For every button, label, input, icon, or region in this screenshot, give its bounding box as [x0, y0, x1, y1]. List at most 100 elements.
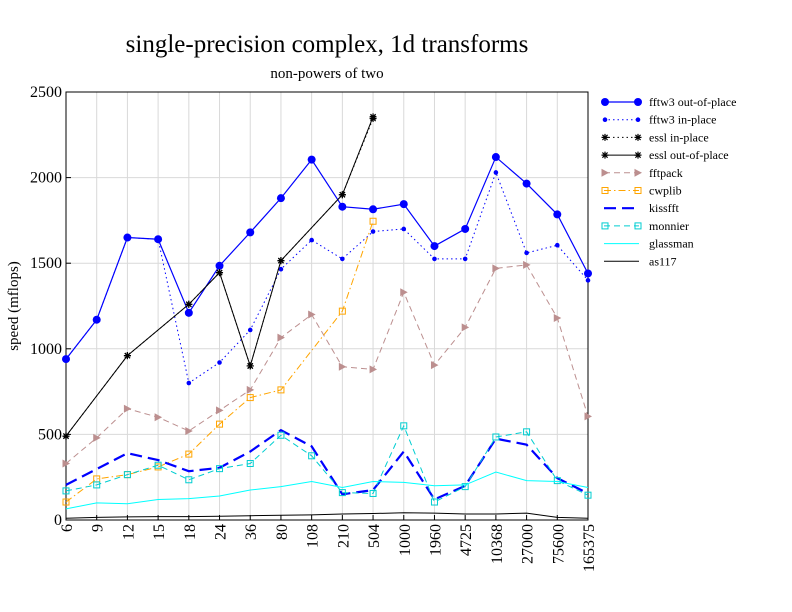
data-point-monnier [123, 471, 131, 479]
data-point-monnier [430, 498, 438, 506]
y-tick-label: 1500 [30, 255, 62, 272]
grid [66, 92, 588, 520]
data-point-fftw3-in-place [247, 327, 253, 333]
series-group [62, 113, 592, 519]
data-point-fftw3-in-place [63, 356, 69, 362]
data-point-monnier [584, 491, 592, 499]
data-point-fftw3-out-of-place [522, 179, 531, 188]
data-point-fftw3-out-of-place [184, 308, 193, 317]
data-point-essl-out-of-place [185, 300, 193, 308]
x-tick-label: 15 [151, 524, 168, 540]
data-point-fftpack [430, 361, 439, 370]
x-tick-label: 1000 [397, 524, 414, 556]
data-point-cwplib [369, 217, 377, 225]
data-point-essl-out-of-place [246, 362, 254, 370]
data-point-fftw3-out-of-place [430, 242, 439, 251]
data-point-essl-out-of-place [369, 113, 377, 121]
data-point-fftw3-in-place [340, 256, 345, 262]
series-line-fftpack [65, 264, 589, 464]
data-point-cwplib [216, 420, 224, 428]
series-line-glassman [65, 471, 589, 510]
x-tick-label: 210 [335, 524, 352, 548]
data-point-fftw3-in-place [493, 170, 499, 175]
data-point-monnier [492, 433, 500, 441]
data-point-essl-out-of-place [216, 269, 224, 277]
y-tick-label: 2500 [30, 84, 62, 101]
data-point-fftw3-out-of-place [491, 153, 500, 162]
x-tick-label: 6 [59, 524, 76, 532]
data-point-fftpack [62, 459, 70, 468]
data-point-monnier [523, 428, 531, 436]
data-point-fftw3-out-of-place [461, 224, 470, 233]
series-fftpack [62, 260, 592, 468]
data-point-essl-out-of-place [338, 191, 346, 199]
x-tick-label: 36 [243, 524, 260, 540]
y-axis-label: speed (mflops) [6, 261, 22, 351]
x-tick-label: 108 [305, 524, 322, 548]
plot-area-border [65, 91, 589, 521]
legend-item-fftpack: fftpack [601, 166, 683, 180]
data-point-monnier [369, 489, 377, 497]
data-point-fftw3-in-place [401, 226, 407, 232]
data-point-fftpack [400, 288, 408, 297]
legend-item-as117: as117 [604, 254, 677, 268]
x-tick-label: 12 [120, 524, 137, 540]
data-point-fftpack [338, 362, 347, 371]
x-tick-label: 10368 [489, 524, 506, 564]
data-point-monnier [277, 431, 285, 439]
series-line-fftw3-in-place [65, 171, 589, 384]
data-point-fftw3-out-of-place [399, 200, 408, 209]
series-line-kissfft [65, 428, 589, 501]
chart-subtitle: non-powers of two [270, 66, 383, 82]
data-point-cwplib [62, 498, 70, 506]
data-point-fftw3-in-place [585, 278, 591, 283]
y-tick-label: 0 [54, 512, 62, 529]
legend-marker-essl-out-of-place [634, 151, 642, 159]
data-point-fftw3-out-of-place [338, 202, 347, 211]
data-point-fftw3-in-place [186, 380, 192, 386]
data-point-cwplib [338, 307, 346, 315]
legend-label-essl-in-place: essl in-place [649, 130, 709, 144]
series-line-cwplib [65, 221, 374, 503]
series-line-as117 [65, 512, 589, 519]
legend-marker-monnier [634, 222, 642, 230]
x-tick-label: 9 [90, 524, 107, 532]
legend-label-kissfft: kissfft [649, 201, 679, 215]
data-point-essl-out-of-place [62, 432, 70, 440]
legend-marker-fftw3-in-place [602, 117, 608, 122]
data-point-fftpack [492, 264, 500, 273]
legend-marker-cwplib [601, 187, 609, 194]
legend-marker-monnier [601, 222, 609, 230]
x-axis: 6 9 12 15 18 24 36 80 108 210 504 1000 1960 4725 10368… [59, 515, 598, 572]
data-point-monnier [338, 489, 346, 497]
y-tick-label: 2000 [30, 170, 62, 187]
data-point-monnier [185, 476, 193, 484]
data-point-fftpack [553, 313, 562, 322]
data-point-fftw3-in-place [217, 360, 222, 365]
x-tick-label: 18 [182, 524, 199, 540]
legend-marker-essl-in-place [634, 133, 642, 141]
data-point-fftpack [246, 385, 255, 394]
data-point-fftpack [154, 413, 163, 422]
data-point-fftpack [216, 406, 224, 415]
legend-item-monnier: monnier [601, 219, 689, 233]
data-point-essl-out-of-place [277, 257, 285, 265]
legend-label-cwplib: cwplib [649, 184, 682, 198]
data-point-fftw3-in-place [524, 250, 529, 256]
data-point-fftpack [369, 365, 378, 374]
data-point-fftpack [461, 323, 470, 332]
series-monnier [62, 422, 592, 506]
legend-label-fftpack: fftpack [649, 166, 683, 180]
data-point-fftw3-in-place [554, 242, 560, 248]
series-kissfft [65, 428, 589, 501]
y-tick-label: 1000 [30, 341, 62, 358]
legend-marker-fftpack [634, 168, 642, 177]
legend-item-essl-out-of-place: essl out-of-place [601, 148, 729, 162]
legend-item-essl-in-place: essl in-place [601, 130, 709, 144]
data-point-cwplib [185, 450, 193, 458]
x-tick-label: 80 [274, 524, 291, 540]
y-axis: 0 500 1000 1500 2000 2500 [30, 84, 71, 529]
data-point-fftw3-out-of-place [584, 269, 592, 278]
data-point-fftpack [277, 333, 285, 342]
